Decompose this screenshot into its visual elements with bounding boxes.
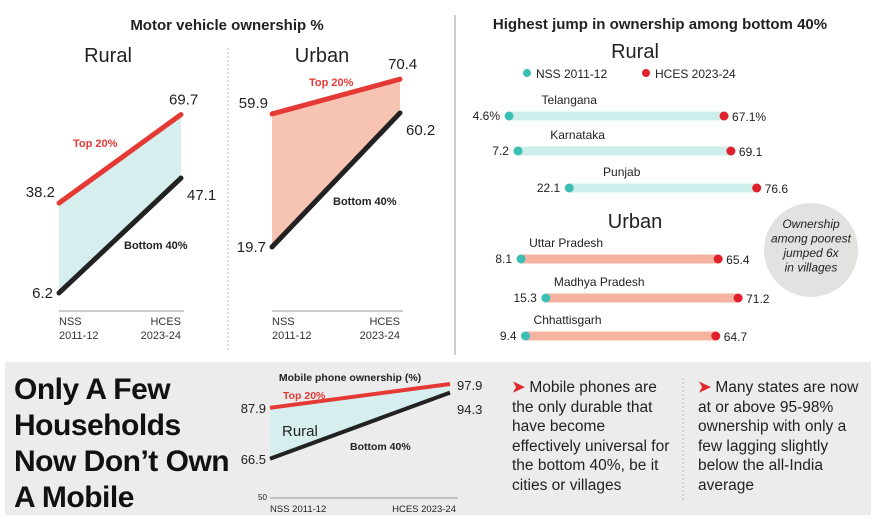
headline-line: Now Don’t Own [14, 445, 230, 478]
dot-nss [504, 111, 514, 121]
value-label: 64.7 [724, 330, 748, 344]
chart-title: Motor vehicle ownership % [130, 17, 323, 34]
value-label: 69.1 [739, 145, 763, 159]
data-label: 66.5 [241, 452, 266, 467]
series-line-bottom40 [56, 175, 184, 296]
x-tick-label: NSS [59, 316, 82, 328]
value-label: 9.4 [500, 329, 517, 343]
callout-bubble [764, 203, 858, 297]
group-title: Rural [611, 41, 659, 63]
data-label: 6.2 [32, 285, 53, 302]
data-label: 60.2 [406, 122, 435, 139]
state-label: Punjab [603, 165, 641, 179]
chart-title: Highest jump in ownership among bottom 4… [493, 16, 827, 33]
state-label: Uttar Pradesh [529, 236, 603, 250]
dot-hces [711, 331, 721, 341]
x-tick-label: 2023-24 [360, 330, 400, 342]
dot-hces [752, 183, 762, 193]
note-mobile-universal: ➤ Mobile phones are the only durable tha… [512, 378, 672, 495]
headline: Only A Few Households Now Don’t Own A Mo… [14, 372, 230, 516]
series-label: Top 20% [283, 390, 326, 402]
value-label: 22.1 [537, 181, 561, 195]
note-text: Mobile phones are the only durable that … [512, 379, 670, 494]
x-tick-label: 2011-12 [59, 330, 99, 342]
series-line-top20 [269, 382, 451, 410]
value-label: 7.2 [492, 144, 509, 158]
callout-text: in villages [785, 261, 838, 275]
dot-nss [516, 254, 526, 264]
series-label: Top 20% [309, 77, 354, 89]
x-tick-label: HCES [369, 316, 400, 328]
data-label: 38.2 [26, 184, 55, 201]
state-label: Telangana [542, 93, 598, 107]
dot-hces [726, 146, 736, 156]
group-title: Urban [608, 211, 662, 233]
note-states: ➤ Many states are now at or above 95-98%… [698, 378, 863, 495]
legend-label: NSS 2011-12 [536, 67, 607, 81]
data-label: 70.4 [388, 56, 417, 73]
data-label: 47.1 [187, 187, 216, 204]
x-tick-label: NSS 2011-12 [270, 504, 326, 515]
arrow-icon: ➤ [512, 379, 525, 396]
gap-area [59, 114, 181, 293]
dot-hces [733, 293, 743, 303]
state-label: Chhattisgarh [534, 313, 602, 327]
callout-text: jumped 6x [781, 246, 839, 260]
legend-label: HCES 2023-24 [655, 67, 736, 81]
panel-subtitle: Urban [295, 45, 349, 67]
value-label: 67.1% [732, 110, 766, 124]
dot-nss [541, 293, 551, 303]
dot-nss [564, 183, 574, 193]
series-label: Bottom 40% [350, 441, 411, 453]
data-label: 94.3 [457, 402, 482, 417]
series-label: Bottom 40% [333, 196, 397, 208]
data-label: 97.9 [457, 378, 482, 393]
data-label: 19.7 [237, 239, 266, 256]
state-label: Karnataka [550, 128, 605, 142]
panel-subtitle: Rural [282, 423, 318, 440]
value-label: 8.1 [495, 252, 512, 266]
headline-line: Households [14, 409, 181, 442]
callout-text: among poorest [771, 232, 852, 246]
series-line-top20 [56, 112, 184, 206]
value-label: 71.2 [746, 292, 770, 306]
value-label: 65.4 [726, 253, 750, 267]
data-label: 87.9 [241, 401, 266, 416]
x-tick-label: NSS [272, 316, 295, 328]
note-text: Many states are now at or above 95-98% o… [698, 379, 859, 494]
dot-nss [521, 331, 531, 341]
data-label: 69.7 [169, 92, 198, 109]
series-label: Bottom 40% [124, 240, 188, 252]
value-label: 15.3 [513, 291, 537, 305]
gap-area [272, 79, 400, 247]
legend-dot-hces [642, 69, 650, 77]
series-line-top20 [269, 76, 403, 117]
y-tick-label: 50 [258, 493, 267, 502]
data-label: 59.9 [239, 95, 268, 112]
value-label: 76.6 [765, 182, 789, 196]
panel-subtitle: Rural [84, 45, 132, 67]
series-line-bottom40 [269, 390, 451, 461]
chart-title: Mobile phone ownership (%) [279, 372, 421, 384]
series-line-bottom40 [269, 110, 403, 250]
x-tick-label: HCES [150, 316, 181, 328]
headline-line: Only A Few [14, 373, 171, 406]
x-tick-label: 2011-12 [272, 330, 312, 342]
dot-hces [713, 254, 723, 264]
headline-line: A Mobile [14, 481, 134, 514]
dot-nss [513, 146, 523, 156]
dot-hces [719, 111, 729, 121]
arrow-icon: ➤ [698, 379, 711, 396]
callout-text: Ownership [782, 217, 840, 231]
x-tick-label: HCES 2023-24 [392, 504, 456, 515]
series-label: Top 20% [73, 138, 118, 150]
state-label: Madhya Pradesh [554, 275, 645, 289]
legend-dot-nss [523, 69, 531, 77]
value-label: 4.6% [473, 109, 501, 123]
x-tick-label: 2023-24 [141, 330, 181, 342]
